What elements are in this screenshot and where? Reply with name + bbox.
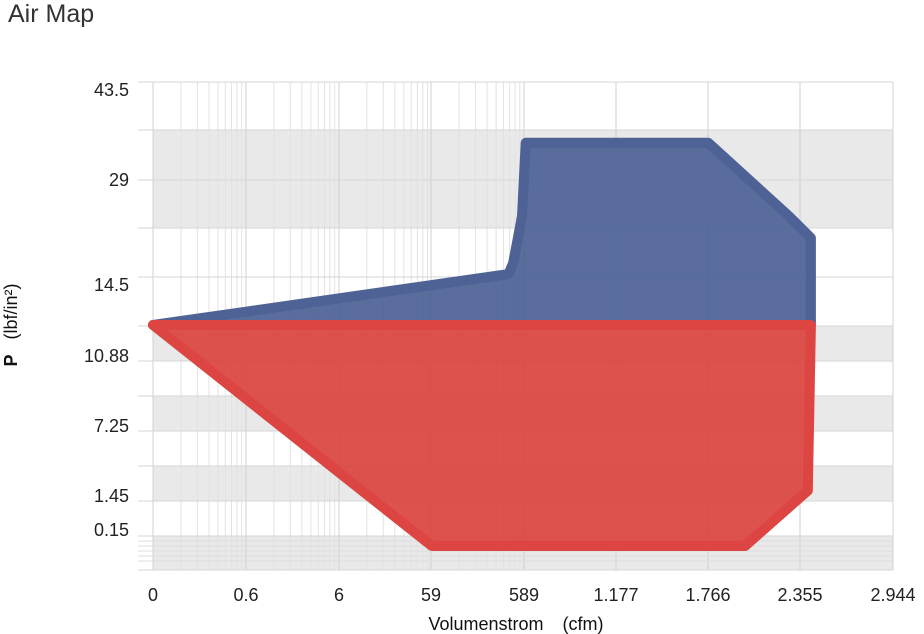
y-tick-label: 29 <box>109 170 129 190</box>
vacuum-area <box>148 320 816 551</box>
y-axis-label-symbol: P <box>1 355 21 367</box>
x-tick-label: 2.355 <box>777 585 822 605</box>
y-tick-label: 10.88 <box>84 346 129 366</box>
data-areas <box>148 137 816 551</box>
y-axis-label: P (lbf/in²) <box>1 283 21 366</box>
x-tick-label: 1.177 <box>593 585 638 605</box>
y-axis-label-unit: (lbf/in²) <box>1 283 21 339</box>
x-tick-label: 0.6 <box>233 585 258 605</box>
x-tick-label: 59 <box>421 585 441 605</box>
pressure-area <box>148 137 816 330</box>
x-axis-label-symbol: Volumenstrom <box>428 614 543 634</box>
x-axis-label-unit: (cfm) <box>563 614 604 634</box>
chart-title: Air Map <box>8 0 95 28</box>
y-tick-labels: 43.5 29 14.5 10.88 7.25 1.45 0.15 <box>84 80 129 540</box>
x-axis-label: Volumenstrom (cfm) <box>428 614 603 634</box>
x-tick-label: 1.766 <box>685 585 730 605</box>
x-tick-label: 6 <box>334 585 344 605</box>
x-tick-labels: 0 0.6 6 59 589 1.177 1.766 2.355 2.944 <box>148 585 916 605</box>
x-tick-label: 0 <box>148 585 158 605</box>
y-tick-label: 1.45 <box>94 486 129 506</box>
y-tick-label: 14.5 <box>94 275 129 295</box>
y-tick-label: 43.5 <box>94 80 129 100</box>
y-tick-label: 0.15 <box>94 520 129 540</box>
x-tick-label: 589 <box>509 585 539 605</box>
y-tick-label: 7.25 <box>94 416 129 436</box>
x-tick-label: 2.944 <box>870 585 915 605</box>
